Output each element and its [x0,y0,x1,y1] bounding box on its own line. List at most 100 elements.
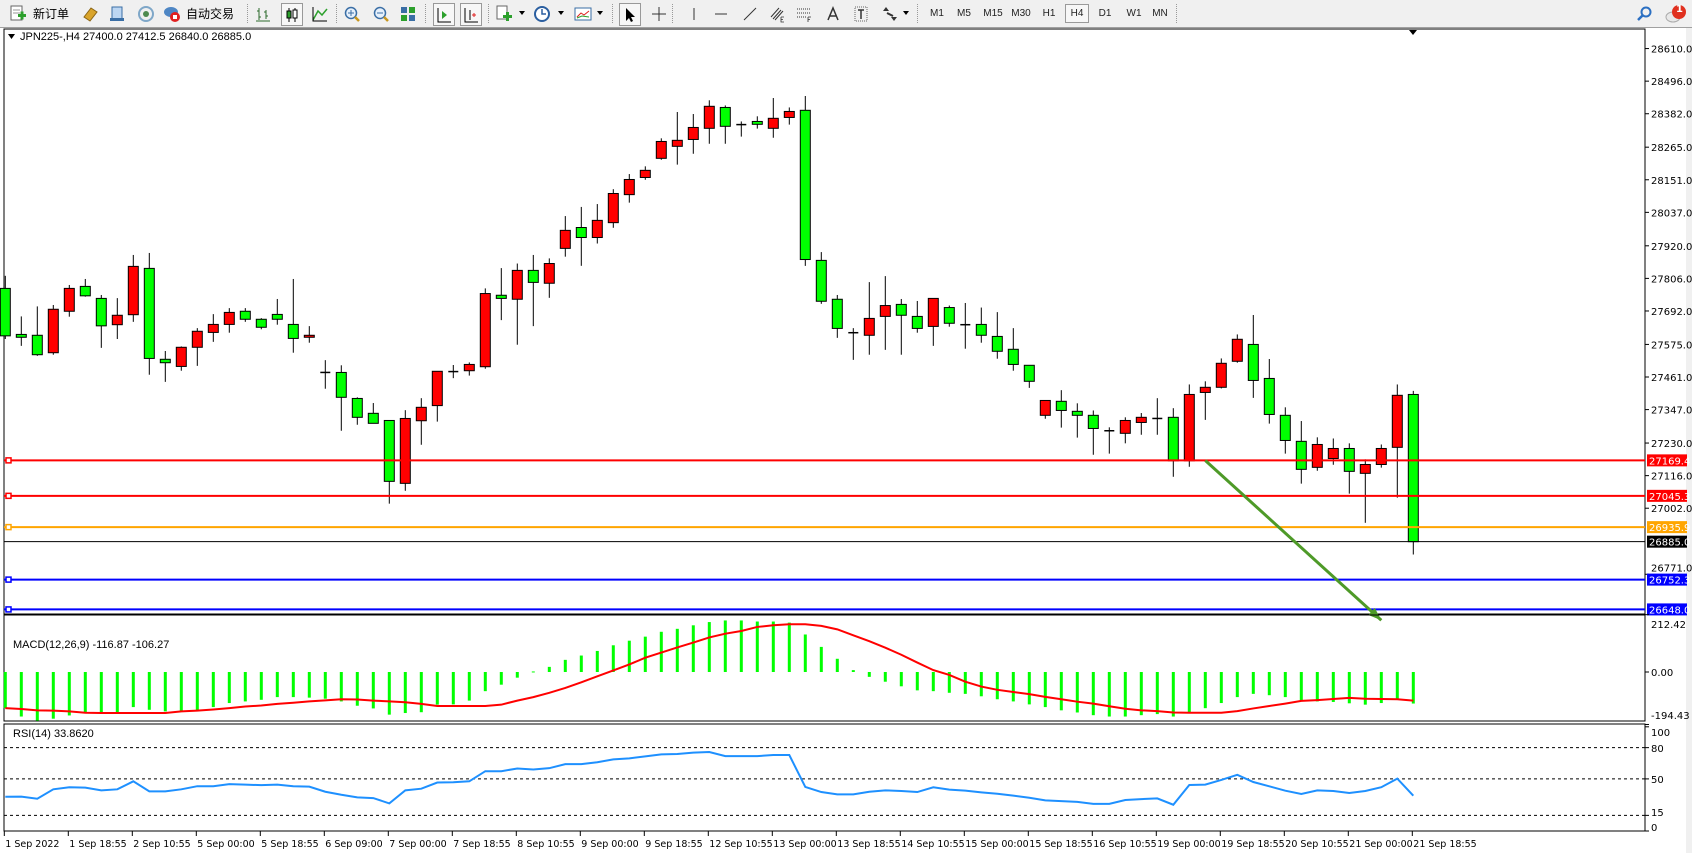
zoom-out-icon[interactable] [371,3,391,24]
candle[interactable] [1247,314,1259,398]
timeframe-m30[interactable]: M30 [1011,8,1031,19]
candle[interactable] [191,328,203,366]
search-icon[interactable] [1634,3,1654,24]
candle[interactable] [31,306,43,356]
candle[interactable] [239,308,251,322]
line-chart-icon[interactable] [310,3,330,24]
candle[interactable] [79,278,91,297]
new-order-button[interactable]: 新订单 [33,7,70,21]
candle[interactable] [159,350,171,382]
candle[interactable] [1263,359,1275,424]
candle[interactable] [960,302,971,349]
candle[interactable] [511,263,523,345]
candle[interactable] [1119,417,1131,444]
candle[interactable] [207,314,219,342]
candle[interactable] [95,294,107,348]
vertical-line-icon[interactable] [684,3,704,24]
templates-dropdown-icon[interactable] [597,11,603,15]
candle[interactable] [1104,427,1115,454]
notification-icon[interactable]: 1 [1664,3,1688,24]
candle[interactable] [911,300,923,333]
candle[interactable] [1199,381,1211,420]
candle[interactable] [415,398,427,445]
candle[interactable] [383,419,395,504]
auto-trading-button[interactable]: 自动交易 [186,7,235,21]
candle[interactable] [127,254,139,322]
candle[interactable] [623,174,635,203]
candle[interactable] [607,189,619,228]
timeframe-m5[interactable]: M5 [957,8,971,19]
candle[interactable] [639,166,651,180]
periods-dropdown-icon[interactable] [558,11,564,15]
candle[interactable] [879,276,891,350]
candle[interactable] [1135,413,1147,435]
indicators-dropdown-icon[interactable] [519,11,525,15]
tile-windows-icon[interactable] [398,3,418,24]
candle[interactable] [47,304,59,355]
candle[interactable] [831,294,843,338]
candle[interactable] [848,328,859,360]
candle[interactable] [799,96,811,266]
candle[interactable] [1311,437,1323,471]
candle[interactable] [1152,398,1163,435]
candle[interactable] [591,204,603,244]
candle[interactable] [63,284,75,317]
equidistant-channel-icon[interactable] [768,3,788,24]
candle[interactable] [1359,459,1371,523]
candle[interactable] [1375,444,1387,468]
main-price-panel[interactable] [0,28,1646,622]
candle[interactable] [543,258,555,298]
level-handle[interactable] [5,576,12,583]
horizontal-line-icon[interactable] [711,3,731,24]
indicators-icon[interactable] [494,3,514,24]
signals-icon[interactable] [136,3,156,24]
candle[interactable] [1071,403,1083,438]
timeframe-w1[interactable]: W1 [1126,8,1142,19]
candle[interactable] [479,288,491,369]
level-handle[interactable] [5,606,12,613]
candle[interactable] [1231,334,1243,363]
candle[interactable] [143,252,155,375]
arrows-dropdown-icon[interactable] [903,11,909,15]
candle[interactable] [15,316,27,346]
trend-arrow-line[interactable] [1204,459,1383,622]
timeframe-m1[interactable]: M1 [930,8,944,19]
candle[interactable] [736,121,747,137]
candle[interactable] [287,278,299,353]
chart-menu-triangle-icon[interactable] [8,34,15,39]
candle[interactable] [991,312,1003,359]
text-icon[interactable] [823,3,843,24]
candlestick-icon[interactable] [281,3,303,26]
candle[interactable] [303,326,315,343]
timeframe-m15[interactable]: M15 [983,8,1003,19]
candle[interactable] [351,397,363,425]
level-handle[interactable] [5,492,12,500]
candle[interactable] [1055,390,1067,428]
candle[interactable] [527,254,539,327]
macd-panel[interactable] [3,614,1646,722]
candle[interactable] [271,298,283,325]
candle[interactable] [1295,421,1307,484]
candle[interactable] [1023,364,1035,388]
candle[interactable] [863,282,875,355]
candle[interactable] [575,206,587,266]
candle[interactable] [559,216,571,257]
candle[interactable] [0,275,11,339]
arrows-icon[interactable] [880,3,900,24]
candle[interactable] [175,346,187,371]
trendline-icon[interactable] [740,3,760,24]
level-handle[interactable] [5,457,12,464]
candle[interactable] [320,360,331,389]
candle[interactable] [1007,328,1019,371]
candle[interactable] [367,403,379,424]
strategy-tester-icon[interactable] [107,3,127,24]
candle[interactable] [783,107,795,125]
candle[interactable] [655,138,667,160]
candle[interactable] [719,105,731,144]
candle[interactable] [448,365,459,379]
candle[interactable] [255,318,267,330]
periods-icon[interactable] [532,3,552,24]
chart-shift-marker-icon[interactable] [1409,30,1417,35]
candle[interactable] [399,410,411,491]
